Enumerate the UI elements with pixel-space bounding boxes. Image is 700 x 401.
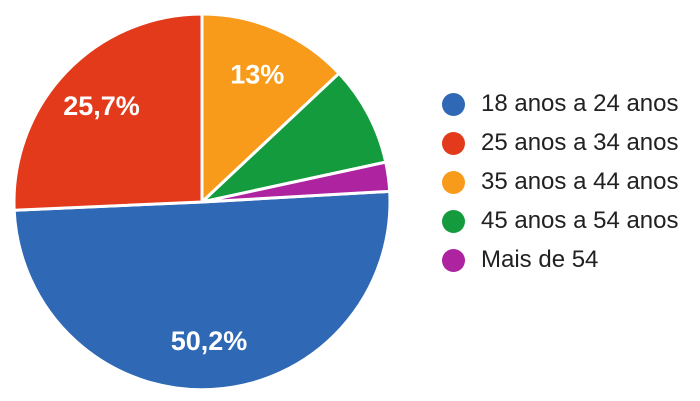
legend-label: 45 anos a 54 anos	[481, 207, 679, 234]
legend-swatch-orange	[442, 170, 465, 194]
pie-slice-45-54[interactable]	[200, 71, 388, 204]
legend-item-54plus: Mais de 54	[442, 248, 679, 272]
chart-legend: 18 anos a 24 anos 25 anos a 34 anos 35 a…	[442, 92, 679, 272]
legend-item-18-24: 18 anos a 24 anos	[442, 92, 679, 116]
pie-slice-label-25-34: 25,7%	[63, 91, 140, 121]
legend-swatch-red	[442, 131, 465, 155]
legend-label: 25 anos a 34 anos	[481, 129, 679, 156]
legend-label: 18 anos a 24 anos	[481, 90, 679, 117]
legend-item-35-44: 35 anos a 44 anos	[442, 170, 679, 194]
legend-swatch-blue	[442, 92, 465, 116]
pie-slice-label-18-24: 50,2%	[171, 326, 248, 356]
pie-slice-25-34[interactable]	[12, 12, 204, 212]
pie-slice-54plus[interactable]	[200, 160, 392, 204]
legend-swatch-green	[442, 209, 465, 233]
legend-item-25-34: 25 anos a 34 anos	[442, 131, 679, 155]
pie-slice-18-24[interactable]	[12, 189, 392, 392]
pie-slice-label-35-44: 13%	[230, 59, 284, 89]
legend-swatch-purple	[442, 248, 465, 272]
pie-slice-35-44[interactable]	[200, 12, 341, 204]
legend-label: 35 anos a 44 anos	[481, 168, 679, 195]
legend-label: Mais de 54	[481, 246, 599, 273]
legend-item-45-54: 45 anos a 54 anos	[442, 209, 679, 233]
